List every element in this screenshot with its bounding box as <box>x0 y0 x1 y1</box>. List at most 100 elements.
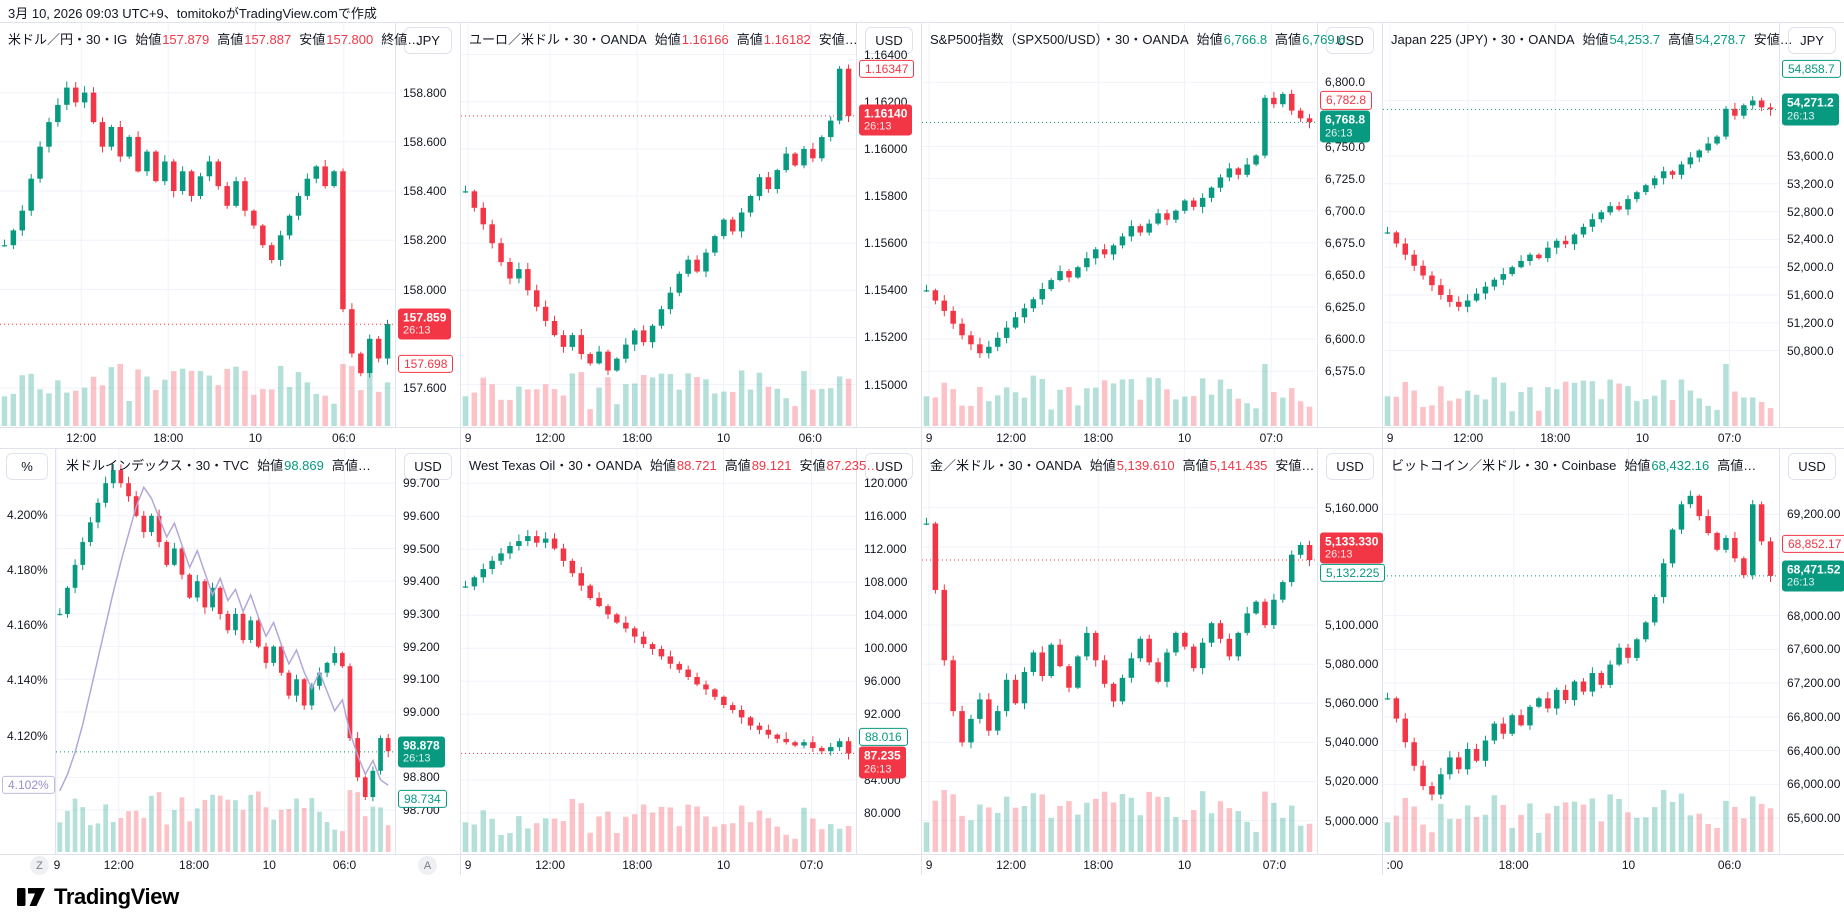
time-label: 06:0 <box>1717 858 1742 872</box>
right-price-scale[interactable]: JPY 54,400.053,600.053,200.052,800.052,4… <box>1779 23 1844 427</box>
price-tick-label: 4.120% <box>7 728 48 743</box>
price-tick-label: 53,200.0 <box>1787 176 1834 191</box>
time-axis[interactable]: 9 12:00 18:00 10 06:0 Z A <box>0 854 460 875</box>
right-price-scale[interactable]: USD 5,160.0005,140.0005,100.0005,080.000… <box>1317 449 1386 854</box>
price-badge-value: 68,852.17 <box>1788 536 1842 551</box>
time-axis[interactable]: 9 12:00 18:00 10 07:0 <box>1383 427 1844 448</box>
candlestick-pane[interactable] <box>461 449 857 854</box>
time-label: 12:00 <box>103 858 134 872</box>
price-badge-value: 6,782.8 <box>1326 93 1367 108</box>
price-tick-label: 5,060.000 <box>1325 696 1379 711</box>
price-tick-label: 50,800.0 <box>1787 343 1834 358</box>
bar-countdown: 26:13 <box>403 752 431 765</box>
candlestick-pane[interactable] <box>1383 23 1779 428</box>
price-tick-label: 5,000.000 <box>1325 813 1379 828</box>
price-tick-label: 5,080.000 <box>1325 657 1379 672</box>
tradingview-logo-icon[interactable] <box>16 884 46 910</box>
currency-button[interactable]: JPY <box>1788 27 1836 54</box>
candlestick-pane[interactable] <box>1383 449 1779 854</box>
price-tick-label: 6,675.0 <box>1325 235 1366 250</box>
price-badge-value: 88.016 <box>865 729 902 744</box>
price-tick-label: 67,200.00 <box>1787 676 1841 691</box>
price-badge: 54,858.7 <box>1782 59 1841 78</box>
right-price-scale[interactable]: USD 99.700 99.600 99.500 99.400 99.300 99.200… <box>395 449 460 854</box>
candlestick-pane[interactable] <box>922 23 1318 428</box>
time-label: :00 <box>1386 858 1404 872</box>
bar-countdown: 26:13 <box>403 324 431 337</box>
bar-countdown: 26:13 <box>1787 110 1815 122</box>
currency-button[interactable]: USD <box>1326 453 1374 480</box>
price-tick-label: 96.000 <box>864 674 901 689</box>
time-label: 18:00 <box>1498 858 1529 872</box>
right-price-scale[interactable]: USD 6,800.0 6,750.0 6,725.0 6,700.0 6,675.0 6… <box>1317 23 1382 427</box>
time-axis[interactable]: 9 12:00 18:00 10 06:0 <box>461 427 921 448</box>
time-label: 12:00 <box>996 431 1027 445</box>
price-tick-label: 6,725.0 <box>1325 171 1366 186</box>
percent-scale-button[interactable]: % <box>6 453 48 480</box>
candlestick-pane[interactable] <box>0 23 396 428</box>
price-tick-label: 66,400.00 <box>1787 743 1841 758</box>
price-badge: 157.859 26:13 <box>398 308 452 340</box>
chart-panel: 金／米ドル・30・OANDA 始値5,139.610 高値5,141.435 安値… … <box>922 449 1386 875</box>
right-price-scale[interactable]: USD 1.16400 1.16200 1.16000 1.15800 1.15600 1… <box>856 23 921 427</box>
auto-scale-button[interactable]: A <box>418 856 437 875</box>
candlestick-pane[interactable] <box>0 449 396 854</box>
currency-button[interactable]: JPY <box>404 27 452 54</box>
price-badge-value: 4.102% <box>8 778 49 793</box>
price-tick-label: 67,600.00 <box>1787 642 1841 657</box>
price-tick-label: 6,600.0 <box>1325 332 1366 347</box>
time-label: 06:0 <box>332 858 357 872</box>
time-label: 12:00 <box>66 431 97 445</box>
price-badge: 6,768.8 26:13 <box>1320 110 1371 142</box>
time-axis[interactable]: 9 12:00 18:00 10 07:0 <box>922 854 1382 875</box>
time-axis[interactable]: 9 12:00 18:00 10 07:0 <box>461 854 921 875</box>
currency-button[interactable]: USD <box>1326 27 1374 54</box>
right-price-scale[interactable]: USD 120.000 116.000 112.000 108.000 104.000 1… <box>856 449 921 854</box>
price-tick-label: 1.16400 <box>864 47 908 62</box>
price-tick-label: 99.200 <box>403 639 440 654</box>
currency-button[interactable]: USD <box>865 27 913 54</box>
price-tick-label: 6,575.0 <box>1325 364 1366 379</box>
right-price-scale[interactable]: USD 69,200.00 68,000.00 67,600.00 67,200.00… <box>1779 449 1844 854</box>
currency-button[interactable]: USD <box>404 453 452 480</box>
price-tick-label: 1.15600 <box>864 236 908 251</box>
tradingview-brand-text[interactable]: TradingView <box>54 884 179 909</box>
left-price-scale[interactable]: % 4.200% 4.180% 4.160% 4.140% 4.120% 4.102% <box>0 449 56 854</box>
price-badge-value: 6,768.8 <box>1325 112 1366 127</box>
publish-caption: 3月 10, 2026 09:03 UTC+9、tomitokoがTrading… <box>8 6 377 21</box>
scroll-z-button[interactable]: Z <box>30 856 49 875</box>
price-badge-value: 98.734 <box>404 791 441 806</box>
price-badge-value: 87.235 <box>864 748 901 763</box>
price-tick-label: 51,200.0 <box>1787 315 1834 330</box>
candlestick-pane[interactable] <box>461 23 857 428</box>
price-badge: 1.16347 <box>859 59 915 79</box>
time-label: 9 <box>925 858 933 872</box>
price-tick-label: 65,600.00 <box>1787 811 1841 826</box>
price-badge-value: 157.698 <box>404 356 448 371</box>
time-label: 18:00 <box>153 431 184 445</box>
time-label: 10 <box>262 858 276 872</box>
price-tick-label: 99.400 <box>403 574 440 589</box>
currency-button[interactable]: USD <box>1788 453 1836 480</box>
time-axis[interactable]: :00 18:00 10 06:0 <box>1383 854 1844 875</box>
price-tick-label: 112.000 <box>864 542 907 557</box>
price-tick-label: 116.000 <box>864 509 907 524</box>
price-tick-label: 1.15400 <box>864 283 908 298</box>
time-axis[interactable]: 9 12:00 18:00 10 07:0 <box>922 427 1382 448</box>
right-price-scale[interactable]: JPY 158.800 158.600 158.400 158.200 158.000 1… <box>395 23 460 427</box>
price-badge-value: 54,858.7 <box>1788 61 1835 76</box>
price-tick-label: 158.000 <box>403 282 447 297</box>
candlestick-pane[interactable] <box>922 449 1318 854</box>
bar-countdown: 26:13 <box>1325 127 1353 139</box>
time-label: 18:00 <box>179 858 210 872</box>
charts-grid: 米ドル／円・30・IG 始値157.879 高値157.887 安値157.800 終値… <box>0 22 1844 875</box>
time-label: 18:00 <box>1540 431 1571 445</box>
bar-countdown: 26:13 <box>1787 576 1815 589</box>
price-tick-label: 100.000 <box>864 641 908 656</box>
currency-button[interactable]: USD <box>865 453 913 480</box>
time-axis[interactable]: 12:00 18:00 10 06:0 <box>0 427 460 448</box>
price-badge: 1.16140 26:13 <box>859 104 913 136</box>
bar-countdown: 26:13 <box>864 763 892 775</box>
price-tick-label: 51,600.0 <box>1787 287 1834 302</box>
price-tick-label: 66,800.00 <box>1787 709 1841 724</box>
